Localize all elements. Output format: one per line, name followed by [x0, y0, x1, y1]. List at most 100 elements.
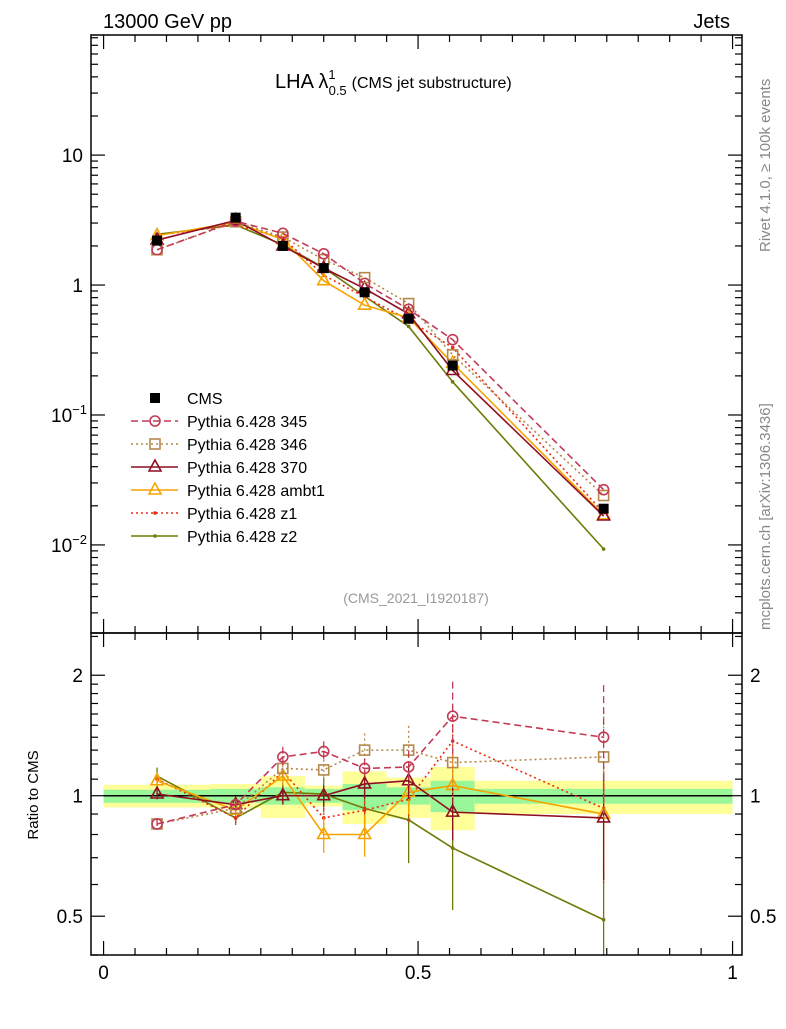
legend-marker	[150, 393, 160, 403]
ratio-y-tick-label-right: 1	[750, 787, 761, 808]
series-cms	[152, 212, 609, 514]
legend-item: Pythia 6.428 ambt1	[131, 481, 325, 500]
data-point	[447, 360, 458, 371]
data-point	[317, 247, 330, 260]
header-right: Jets	[693, 11, 730, 33]
ratio-data-point	[277, 751, 289, 763]
data-point	[598, 503, 609, 514]
ratio-data-point	[597, 731, 610, 744]
data-point	[597, 483, 610, 496]
ratio-data-point	[446, 710, 459, 723]
data-point	[403, 313, 414, 324]
ratio-data-point	[316, 787, 332, 801]
legend-label: Pythia 6.428 345	[187, 414, 307, 431]
series-line	[156, 224, 605, 514]
data-point	[230, 212, 241, 223]
ratio-series-line	[156, 740, 604, 819]
title-sub: 0.5	[329, 83, 347, 98]
rivet-label: Rivet 4.1.0, ≥ 100k events	[757, 79, 774, 252]
ratio-data-point	[446, 756, 459, 769]
ratio-data-point	[233, 816, 238, 820]
ratio-y-tick-label-right: 0.5	[750, 907, 776, 928]
ratio-y-tick-label: 2	[72, 666, 83, 687]
legend-marker	[153, 534, 157, 538]
legend-label: Pythia 6.428 z1	[187, 506, 297, 523]
mcplots-label: mcplots.cern.ch [arXiv:1306.3436]	[757, 403, 774, 630]
ratio-data-point	[316, 825, 332, 840]
legend-item: Pythia 6.428 346	[131, 437, 307, 454]
x-tick-label: 0	[98, 963, 109, 984]
series-line	[156, 220, 605, 491]
ratio-data-point	[358, 744, 371, 756]
ratio-data-point	[402, 761, 415, 773]
ratio-data-point	[275, 787, 291, 801]
y-tick-label: 1	[72, 276, 83, 297]
data-point	[359, 287, 370, 298]
ratio-data-point	[357, 825, 372, 840]
ratio-ylabel: Ratio to CMS	[25, 750, 42, 839]
ratio-data-point	[275, 767, 291, 781]
legend-marker	[153, 511, 157, 515]
legend-label: CMS	[187, 391, 223, 408]
ratio-data-point	[601, 917, 606, 922]
analysis-label: (CMS_2021_I1920187)	[343, 590, 489, 606]
legend-label: Pythia 6.428 346	[187, 437, 307, 454]
data-point	[446, 349, 459, 361]
title-sup: 1	[328, 67, 335, 82]
data-point	[446, 333, 459, 346]
y-tick-label: 10	[62, 146, 83, 167]
title-main: LHA λ	[275, 71, 328, 93]
data-point	[596, 507, 611, 521]
data-point	[152, 235, 163, 246]
legend-label: Pythia 6.428 ambt1	[187, 483, 325, 500]
series-line	[156, 220, 605, 497]
ratio-data-point	[596, 809, 611, 823]
ratio-data-point	[357, 775, 372, 789]
ratio-data-point	[358, 762, 371, 775]
data-point	[277, 227, 289, 240]
title-suffix: (CMS jet substructure)	[352, 75, 512, 92]
ratio-data-point	[317, 764, 330, 776]
ratio-series-pythia-6-428-345	[151, 681, 610, 830]
data-point	[597, 489, 610, 502]
ratio-y-tick-label: 1	[72, 787, 83, 808]
data-point	[450, 380, 455, 384]
y-tick-label: 10−1	[51, 402, 87, 427]
ratio-y-tick-label: 0.5	[57, 907, 83, 928]
series-pythia-6-428-z2	[155, 223, 606, 551]
svg-text:LHA λ10.5(CMS jet substructure: LHA λ1 0.5 (CMS jet substructure)	[275, 67, 512, 98]
ratio-series-line	[156, 715, 604, 825]
header-left: 13000 GeV pp	[103, 11, 232, 33]
ratio-data-point	[317, 745, 330, 758]
data-point	[316, 272, 332, 286]
ratio-data-point	[149, 772, 165, 786]
ratio-data-point	[151, 818, 163, 830]
data-point	[277, 240, 288, 251]
data-point	[406, 324, 411, 329]
legend-item: CMS	[150, 391, 223, 408]
series-pythia-6-428-345	[151, 215, 610, 496]
x-tick-label: 1	[727, 963, 738, 984]
ratio-series-line	[156, 779, 604, 819]
data-point	[318, 263, 329, 274]
legend-marker	[149, 415, 161, 427]
series-pythia-6-428-346	[151, 215, 610, 502]
series-line	[156, 224, 605, 550]
legend-item: Pythia 6.428 z2	[131, 529, 297, 546]
legend-item: Pythia 6.428 370	[131, 458, 307, 477]
legend-marker	[147, 458, 163, 472]
legend-marker	[147, 481, 163, 495]
ratio-data-point	[149, 785, 165, 799]
ratio-series-line	[156, 774, 604, 836]
data-point	[601, 547, 606, 551]
data-point	[358, 271, 371, 284]
legend-label: Pythia 6.428 z2	[187, 529, 297, 546]
ratio-plot-frame	[90, 632, 743, 956]
ratio-y-tick-label-right: 2	[750, 666, 761, 687]
y-tick-label: 10−2	[51, 532, 87, 557]
legend-marker	[149, 438, 161, 450]
plot-title: LHA λ1 0.5 (CMS jet substructure)	[275, 67, 512, 98]
ratio-series-line	[156, 775, 604, 921]
legend-item: Pythia 6.428 345	[131, 414, 307, 431]
